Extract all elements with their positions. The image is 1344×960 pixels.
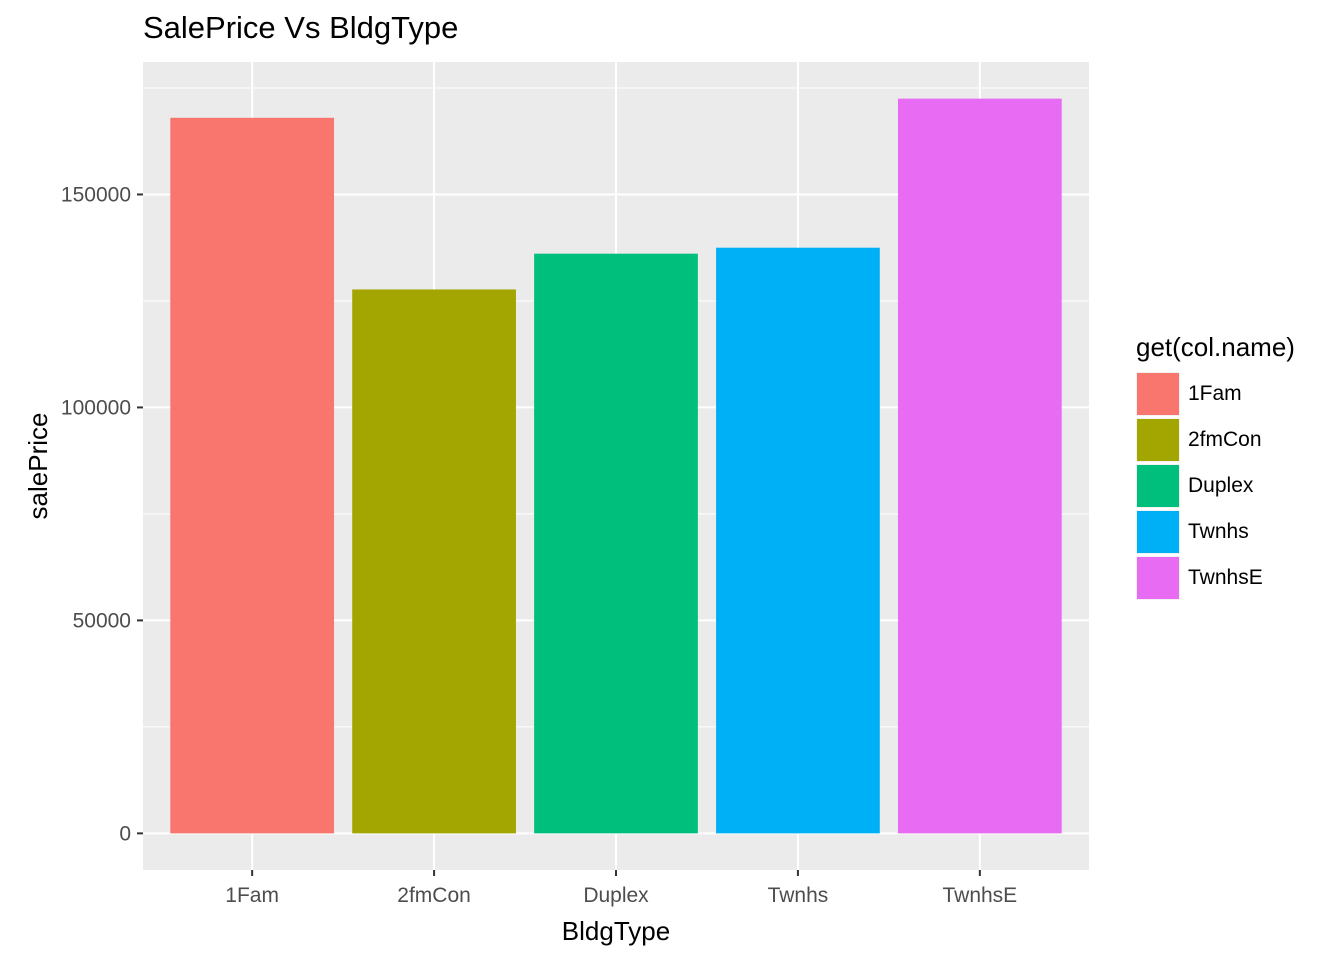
legend-swatch bbox=[1137, 557, 1179, 599]
legend-key bbox=[1136, 464, 1180, 508]
bar-duplex bbox=[534, 253, 698, 834]
legend-key bbox=[1136, 510, 1180, 554]
legend-key bbox=[1136, 418, 1180, 462]
legend-label: TwnhsE bbox=[1188, 566, 1263, 589]
legend-key bbox=[1136, 556, 1180, 600]
y-axis-title: salePrice bbox=[23, 413, 53, 520]
legend-item-twnhse: TwnhsE bbox=[1136, 555, 1295, 601]
y-tick-label: 150000 bbox=[61, 183, 131, 206]
x-tick-label: TwnhsE bbox=[942, 884, 1017, 907]
legend-item-1fam: 1Fam bbox=[1136, 371, 1295, 417]
y-axis: 0 50000 100000 150000 bbox=[61, 183, 143, 845]
legend-swatch bbox=[1137, 511, 1179, 553]
legend-label: Twnhs bbox=[1188, 520, 1249, 543]
legend-swatch bbox=[1137, 419, 1179, 461]
x-axis: 1Fam 2fmCon Duplex Twnhs TwnhsE bbox=[225, 870, 1017, 907]
y-tick-label: 0 bbox=[119, 822, 131, 845]
legend-items: 1Fam 2fmCon Duplex Twnhs TwnhsE bbox=[1136, 371, 1295, 601]
x-axis-title: BldgType bbox=[562, 916, 670, 946]
legend-swatch bbox=[1137, 373, 1179, 415]
legend-label: Duplex bbox=[1188, 474, 1254, 497]
y-tick-label: 100000 bbox=[61, 396, 131, 419]
chart-title: SalePrice Vs BldgType bbox=[143, 10, 459, 45]
bars bbox=[170, 98, 1062, 834]
legend-title: get(col.name) bbox=[1136, 332, 1295, 362]
legend: get(col.name) 1Fam 2fmCon Duplex Twnhs Twnhs… bbox=[1136, 332, 1295, 601]
bar-1fam bbox=[170, 117, 335, 834]
legend-swatch bbox=[1137, 465, 1179, 507]
bar-twnhs bbox=[716, 247, 880, 834]
x-tick-label: 1Fam bbox=[225, 884, 279, 907]
bar-2fmcon bbox=[352, 289, 516, 834]
legend-item-duplex: Duplex bbox=[1136, 463, 1295, 509]
y-tick-label: 50000 bbox=[73, 609, 131, 632]
x-tick-label: 2fmCon bbox=[397, 884, 471, 907]
x-tick-label: Twnhs bbox=[768, 884, 829, 907]
legend-label: 1Fam bbox=[1188, 382, 1242, 405]
legend-label: 2fmCon bbox=[1188, 428, 1262, 451]
legend-item-twnhs: Twnhs bbox=[1136, 509, 1295, 555]
x-tick-label: Duplex bbox=[583, 884, 649, 907]
bar-twnhse bbox=[897, 98, 1062, 834]
legend-key bbox=[1136, 372, 1180, 416]
legend-item-2fmcon: 2fmCon bbox=[1136, 417, 1295, 463]
